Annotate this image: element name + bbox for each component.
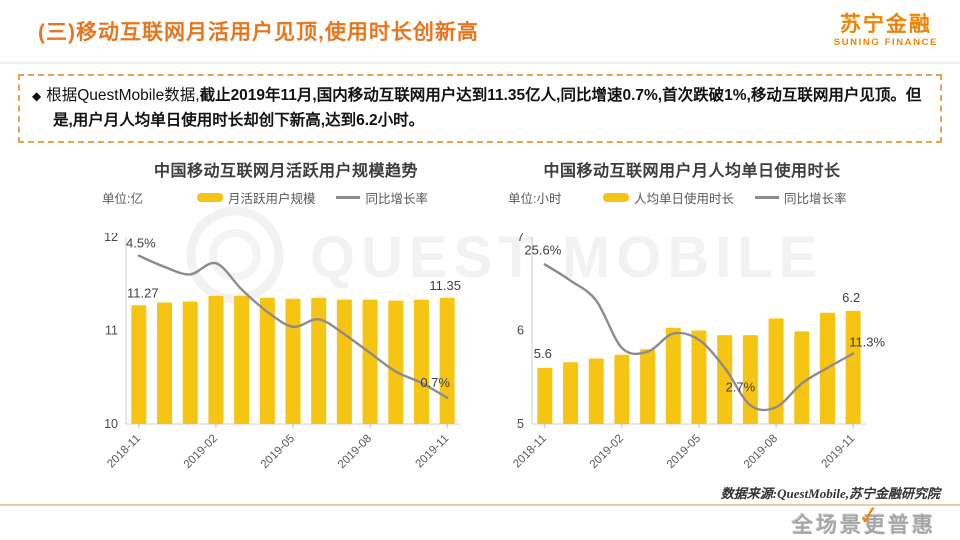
line-series-label: 同比增长率 — [783, 192, 847, 207]
svg-text:5: 5 — [517, 417, 524, 431]
chart-usage-duration: 中国移动互联网用户月人均单日使用时长 单位:小时 人均单日使用时长 同比增长率 … — [496, 143, 888, 478]
svg-text:2018-11: 2018-11 — [511, 433, 549, 471]
slogan-text: 全场景更普惠 — [792, 514, 936, 537]
svg-text:2019-08: 2019-08 — [742, 433, 780, 471]
svg-text:6.2: 6.2 — [842, 290, 860, 305]
summary-text: ◆ 根据QuestMobile数据,截止2019年11月,国内移动互联网用户达到1… — [32, 83, 928, 133]
chart-mau-legend: 单位:亿 月活跃用户规模 同比增长率 — [90, 188, 482, 207]
unit-label: 单位:亿 — [102, 192, 143, 207]
page-title: (三)移动互联网月活用户见顶,使用时长创新高 — [38, 21, 479, 44]
legend-items: 月活跃用户规模 同比增长率 — [143, 188, 482, 207]
chart-duration-legend: 单位:小时 人均单日使用时长 同比增长率 — [496, 188, 888, 207]
svg-text:2019-05: 2019-05 — [259, 433, 297, 471]
line-series-label: 同比增长率 — [365, 192, 428, 207]
chart-duration-title: 中国移动互联网用户月人均单日使用时长 — [543, 163, 841, 181]
summary-text-bold: 截止2019年11月,国内移动互联网用户达到11.35亿人,同比增速0.7%,首… — [53, 87, 922, 130]
logo-english-text: SUNING FINANCE — [833, 37, 938, 49]
bar-series-label: 月活跃用户规模 — [227, 192, 316, 207]
svg-text:11.35: 11.35 — [429, 278, 461, 293]
bar-series-label: 人均单日使用时长 — [633, 192, 734, 207]
legend-items: 人均单日使用时长 同比增长率 — [561, 188, 888, 207]
check-icon: ✓ — [856, 498, 885, 532]
footer-divider — [0, 504, 960, 506]
svg-text:2019-08: 2019-08 — [336, 433, 374, 471]
svg-text:2019-11: 2019-11 — [414, 433, 452, 471]
svg-text:2018-11: 2018-11 — [105, 433, 143, 471]
chart-mau-canvas: 10 11 12 2018-11 2019-02 2019-05 2019-08 2019-1… — [104, 233, 461, 471]
unit-label: 单位:小时 — [508, 192, 562, 207]
svg-text:25.6%: 25.6% — [524, 243, 561, 258]
svg-text:2019-05: 2019-05 — [665, 433, 703, 471]
summary-text-normal: 根据QuestMobile数据, — [46, 87, 200, 104]
line-series-swatch-icon — [336, 196, 361, 200]
logo-chinese-text: 苏宁金融 — [839, 13, 932, 37]
svg-text:11.27: 11.27 — [127, 285, 159, 300]
svg-text:7: 7 — [517, 233, 524, 244]
bar-series-swatch-icon — [196, 193, 223, 203]
header: (三)移动互联网月活用户见顶,使用时长创新高 苏宁金融 SUNING FINAN… — [0, 0, 960, 64]
svg-text:2019-11: 2019-11 — [820, 433, 858, 471]
suning-finance-logo: 苏宁金融 SUNING FINANCE — [834, 13, 946, 49]
svg-text:12: 12 — [104, 233, 118, 244]
svg-text:11: 11 — [105, 324, 118, 338]
svg-text:10: 10 — [104, 417, 118, 431]
charts-row: 中国移动互联网月活跃用户规模趋势 单位:亿 月活跃用户规模 同比增长率 10 11… — [0, 143, 960, 478]
slogan-watermark: 全场景更普惠 ✓ — [792, 499, 936, 539]
summary-box: ◆ 根据QuestMobile数据,截止2019年11月,国内移动互联网用户达到1… — [18, 74, 942, 144]
diamond-bullet-icon: ◆ — [32, 89, 42, 103]
svg-text:6: 6 — [517, 324, 524, 338]
svg-text:0.7%: 0.7% — [420, 375, 450, 390]
svg-text:4.5%: 4.5% — [126, 236, 156, 251]
bar-series-swatch-icon — [602, 193, 629, 203]
chart-duration-canvas: 5 6 7 2018-11 2019-02 2019-05 2019-08 2019-11 25… — [511, 233, 885, 471]
svg-text:11.3%: 11.3% — [849, 335, 885, 350]
chart-mau: 中国移动互联网月活跃用户规模趋势 单位:亿 月活跃用户规模 同比增长率 10 11… — [90, 143, 482, 478]
svg-text:5.6: 5.6 — [534, 346, 552, 361]
svg-text:2019-02: 2019-02 — [182, 433, 220, 471]
svg-text:2.7%: 2.7% — [726, 380, 756, 395]
chart-mau-title: 中国移动互联网月活跃用户规模趋势 — [153, 163, 418, 181]
svg-text:2019-02: 2019-02 — [588, 433, 626, 471]
line-series-swatch-icon — [754, 196, 779, 200]
data-source-note: 数据来源:QuestMobile,苏宁金融研究院 — [720, 486, 940, 501]
